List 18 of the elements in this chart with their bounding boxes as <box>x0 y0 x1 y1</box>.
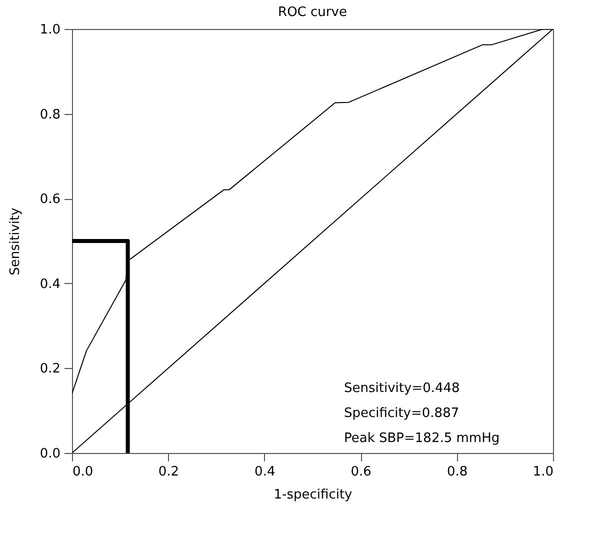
annotation: Specificity=0.887 <box>344 406 460 421</box>
y-axis-title: Sensitivity <box>8 207 23 276</box>
annotation: Peak SBP=182.5 mmHg <box>344 431 500 446</box>
y-tick-label: 0.2 <box>40 362 60 377</box>
x-tick-label: 0.2 <box>158 464 180 480</box>
chart-title: ROC curve <box>278 5 347 20</box>
y-tick-label: 0.8 <box>40 107 60 122</box>
x-tick-label: 0.8 <box>446 464 468 480</box>
x-tick-label: 1.0 <box>532 464 554 480</box>
annotation: Sensitivity=0.448 <box>344 381 460 396</box>
x-tick-label: 0.6 <box>350 464 372 480</box>
y-tick-label: 0.0 <box>40 446 60 462</box>
x-axis-title: 1-specificity <box>274 488 353 502</box>
x-tick-label: 0.4 <box>254 464 276 480</box>
y-tick-label: 1.0 <box>40 22 60 38</box>
y-tick-label: 0.4 <box>40 276 60 292</box>
y-tick-label: 0.6 <box>40 192 60 208</box>
x-tick-label: 0.0 <box>72 464 94 480</box>
